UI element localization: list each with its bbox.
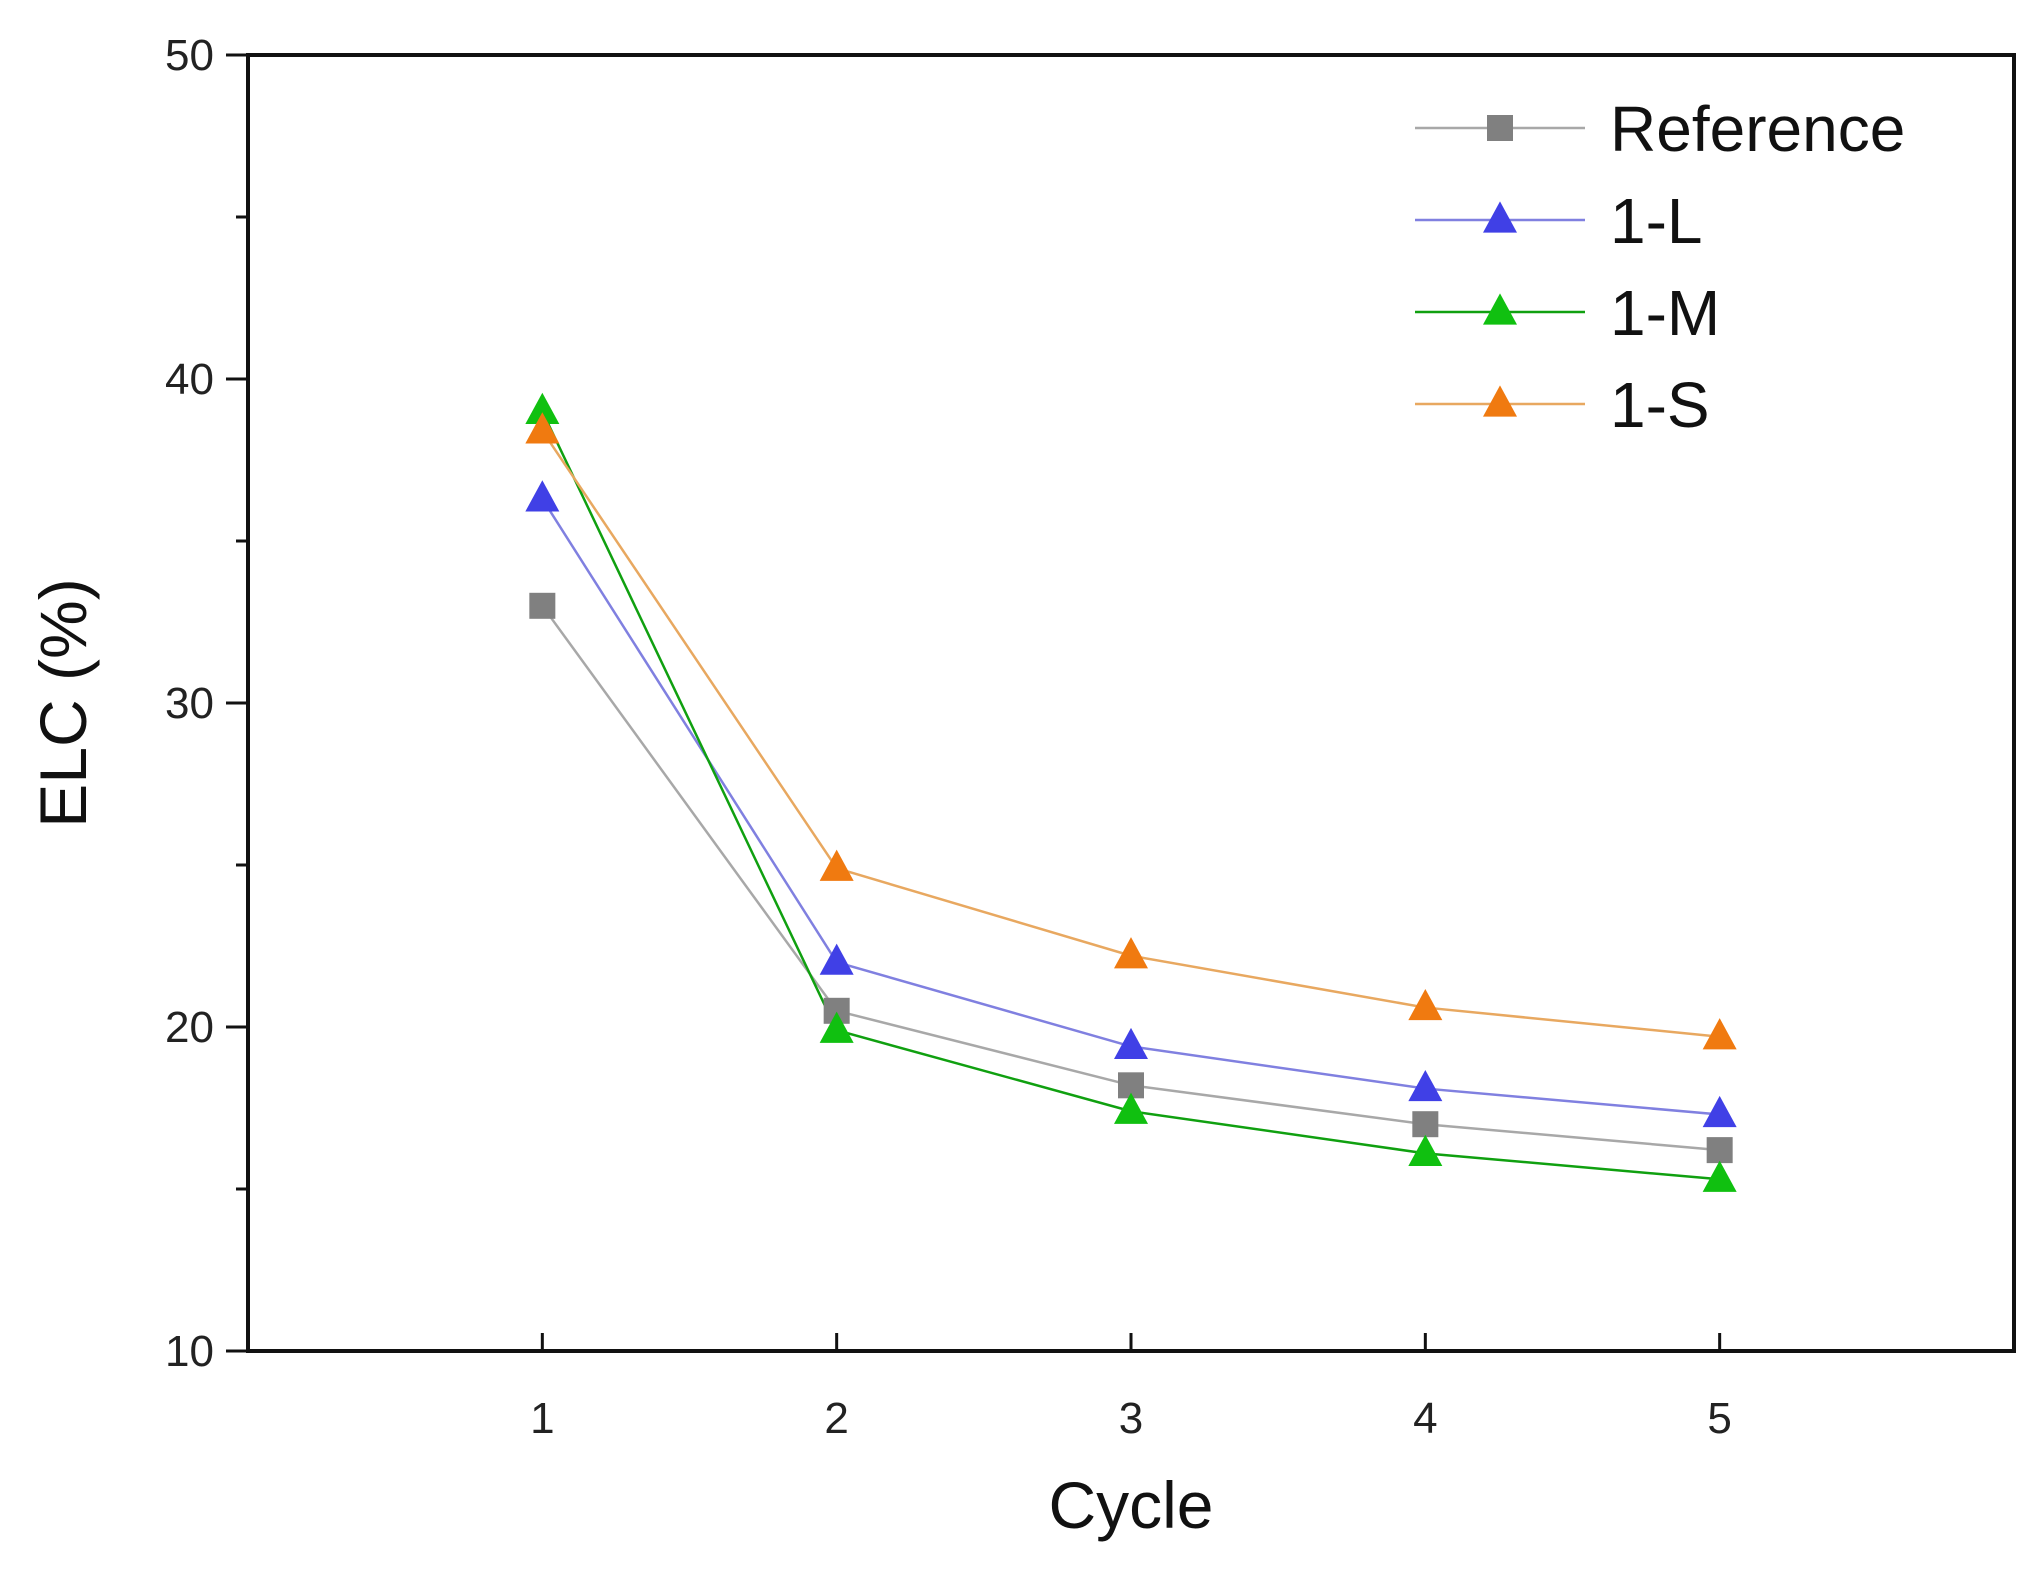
series-line-reference — [541, 605, 1720, 1152]
y-axis-ticks: 10 20 30 40 50 — [165, 31, 248, 1376]
legend-label: 1-M — [1610, 277, 1720, 349]
series-line-1-m — [541, 410, 1720, 1181]
legend-label: 1-L — [1610, 185, 1703, 257]
data-point-1-m — [1702, 1160, 1737, 1192]
data-point-1-s — [525, 412, 560, 444]
data-point-1-m — [525, 392, 560, 424]
series-markers — [525, 392, 1737, 1192]
x-tick-label: 1 — [530, 1394, 554, 1443]
legend-item-1-l: 1-L — [1415, 185, 1703, 257]
series-lines — [541, 410, 1720, 1181]
x-tick-label: 2 — [824, 1394, 848, 1443]
legend-item-1-m: 1-M — [1415, 277, 1720, 349]
series-line-1-l — [541, 498, 1720, 1116]
data-point-1-l — [1114, 1027, 1148, 1060]
data-point-reference — [529, 592, 556, 619]
data-point-1-l — [525, 480, 560, 512]
data-point-1-s — [819, 849, 854, 881]
data-point-1-l — [1702, 1095, 1737, 1128]
legend-marker-1-s — [1483, 385, 1517, 417]
legend-marker-1-m — [1483, 293, 1517, 325]
legend-marker-1-l — [1483, 201, 1517, 233]
legend-item-reference: Reference — [1415, 93, 1905, 165]
x-tick-label: 3 — [1119, 1394, 1143, 1443]
data-point-1-s — [1408, 988, 1443, 1021]
x-axis-ticks: 1 2 3 4 5 — [530, 1333, 1732, 1443]
x-tick-label: 5 — [1707, 1394, 1731, 1443]
data-point-1-l — [819, 943, 854, 975]
data-point-1-s — [1702, 1018, 1737, 1050]
data-point-reference — [1412, 1111, 1439, 1138]
x-tick-label: 4 — [1413, 1394, 1437, 1443]
legend-label: 1-S — [1610, 369, 1710, 441]
legend-label: Reference — [1610, 93, 1905, 165]
legend-marker-reference — [1487, 115, 1513, 141]
y-tick-label: 30 — [165, 679, 214, 728]
data-point-1-m — [819, 1011, 854, 1043]
data-point-1-m — [1114, 1092, 1148, 1124]
data-point-1-s — [1114, 937, 1148, 969]
plot-frame — [246, 53, 2016, 1353]
y-tick-label: 10 — [165, 1327, 214, 1376]
y-tick-label: 50 — [165, 31, 214, 80]
y-tick-label: 20 — [165, 1003, 214, 1052]
y-axis-title: ELC (%) — [26, 578, 100, 827]
data-point-reference — [1706, 1137, 1733, 1164]
data-point-1-m — [1408, 1134, 1443, 1166]
y-tick-label: 40 — [165, 355, 214, 404]
data-point-1-l — [1408, 1069, 1443, 1102]
legend-item-1-s: 1-S — [1415, 369, 1710, 441]
x-axis-title: Cycle — [1048, 1468, 1213, 1542]
legend: Reference 1-L 1-M 1-S — [1415, 93, 1905, 441]
